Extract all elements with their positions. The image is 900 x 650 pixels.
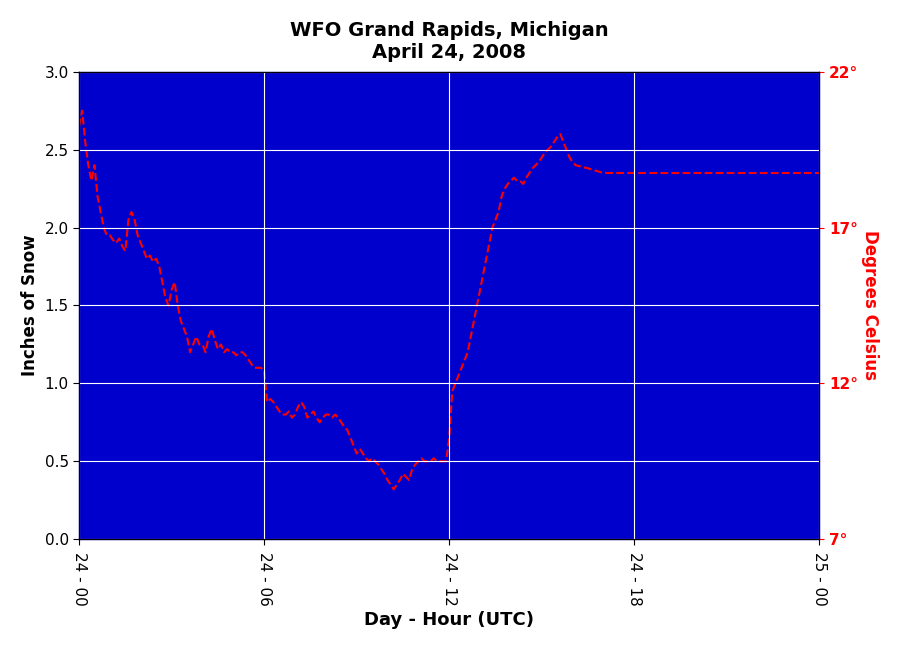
- Title: WFO Grand Rapids, Michigan
April 24, 2008: WFO Grand Rapids, Michigan April 24, 200…: [290, 21, 608, 62]
- Y-axis label: Inches of Snow: Inches of Snow: [21, 235, 39, 376]
- Y-axis label: Degrees Celsius: Degrees Celsius: [861, 231, 879, 380]
- X-axis label: Day - Hour (UTC): Day - Hour (UTC): [364, 611, 535, 629]
